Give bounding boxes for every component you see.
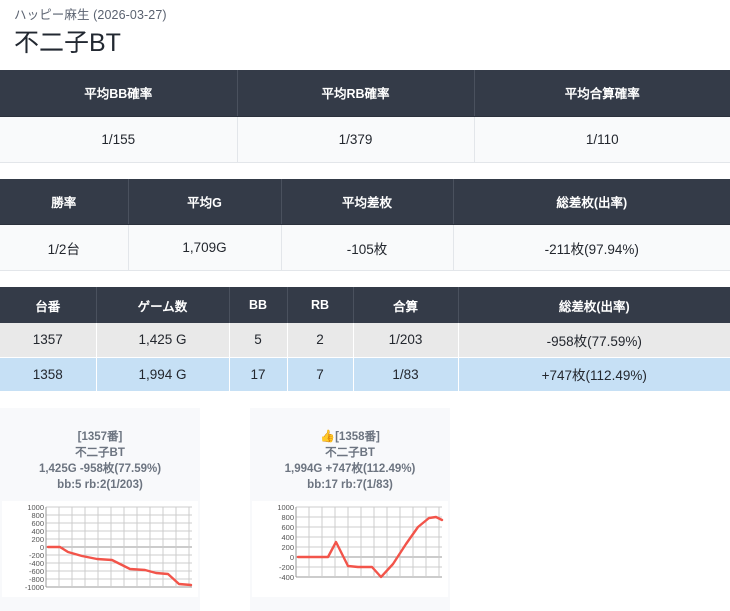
chart-line-1357 <box>46 545 193 587</box>
col-header-total-diff: 総差枚(出率) <box>453 178 730 225</box>
card-title-line-1358: 👍[1358番] <box>285 428 416 445</box>
table-header-row: 台番 ゲーム数 BB RB 合算 総差枚(出率) <box>0 287 730 323</box>
svg-text:-200: -200 <box>279 563 294 572</box>
svg-text:-600: -600 <box>29 567 44 576</box>
col-header-avg-rb-rate: 平均RB確率 <box>237 70 475 117</box>
page-header: ハッピー麻生 (2026-03-27) 不二子BT <box>0 0 730 70</box>
chart-container-1358[interactable]: 1000 800 600 400 200 0 -200 -400 <box>252 501 448 597</box>
table-header-row: 勝率 平均G 平均差枚 総差枚(出率) <box>0 178 730 225</box>
cell-combined: 1/203 <box>353 323 459 358</box>
svg-text:200: 200 <box>281 543 294 552</box>
chart-gridlines-1358 <box>295 506 442 578</box>
line-chart-1357: 1000 800 600 400 200 0 -200 -400 -600 -8… <box>25 503 193 592</box>
svg-text:0: 0 <box>290 553 294 562</box>
card-machine-no-1358: [1358番] <box>335 431 380 443</box>
table-row: 1/155 1/379 1/110 <box>0 116 730 163</box>
table-spacer <box>0 271 730 287</box>
cell-bb: 5 <box>229 323 288 358</box>
cell-machine-no: 1357 <box>0 323 97 358</box>
chart-card-list: [1357番] 不二子BT 1,425G -958枚(77.59%) bb:5 … <box>0 408 730 611</box>
svg-text:-800: -800 <box>29 575 44 584</box>
svg-text:400: 400 <box>281 533 294 542</box>
cell-machine-no: 1358 <box>0 357 97 392</box>
chart-card-1358[interactable]: 👍[1358番] 不二子BT 1,994G +747枚(112.49%) bb:… <box>250 408 450 611</box>
cell-avg-games: 1,709G <box>128 224 282 271</box>
chart-card-1357[interactable]: [1357番] 不二子BT 1,425G -958枚(77.59%) bb:5 … <box>0 408 200 611</box>
card-title-line-1357: [1357番] <box>39 428 161 445</box>
table-spacer <box>0 162 730 179</box>
summary-table-probability: 平均BB確率 平均RB確率 平均合算確率 1/155 1/379 1/110 <box>0 70 730 163</box>
svg-text:400: 400 <box>31 527 44 536</box>
svg-text:800: 800 <box>281 513 294 522</box>
line-chart-1358: 1000 800 600 400 200 0 -200 -400 <box>277 503 444 582</box>
cell-rb: 2 <box>287 323 354 358</box>
card-bonus-1357: bb:5 rb:2(1/203) <box>57 479 143 491</box>
svg-text:-1000: -1000 <box>25 583 44 592</box>
col-header-total-diff: 総差枚(出率) <box>458 287 730 323</box>
table-row: 1/2台 1,709G -105枚 -211枚(97.94%) <box>0 224 730 271</box>
chart-gridlines-1357 <box>45 506 192 588</box>
svg-text:-400: -400 <box>279 573 294 582</box>
cell-avg-bb-rate: 1/155 <box>0 116 238 163</box>
table-row[interactable]: 1357 1,425 G 5 2 1/203 -958枚(77.59%) <box>0 323 730 358</box>
chart-ytick-labels-1358: 1000 800 600 400 200 0 -200 -400 <box>277 503 294 582</box>
cell-bb: 17 <box>229 357 288 392</box>
card-stats-1358: 1,994G +747枚(112.49%) <box>284 463 416 475</box>
col-header-avg-bb-rate: 平均BB確率 <box>0 70 238 117</box>
col-header-bb: BB <box>229 287 288 323</box>
cell-games: 1,994 G <box>96 357 230 392</box>
chart-container-1357[interactable]: 1000 800 600 400 200 0 -200 -400 -600 -8… <box>2 501 198 597</box>
cell-avg-total-rate: 1/110 <box>474 116 730 163</box>
cell-rb: 7 <box>287 357 354 392</box>
chart-ytick-labels-1357: 1000 800 600 400 200 0 -200 -400 -600 -8… <box>25 503 44 592</box>
col-header-avg-total-rate: 平均合算確率 <box>474 70 730 117</box>
cell-avg-diff: -105枚 <box>281 224 454 271</box>
svg-text:-200: -200 <box>29 551 44 560</box>
svg-text:200: 200 <box>31 535 44 544</box>
cell-total-diff: -958枚(77.59%) <box>458 323 730 358</box>
cell-total-diff: +747枚(112.49%) <box>458 357 730 392</box>
col-header-avg-games: 平均G <box>128 178 282 225</box>
svg-text:-400: -400 <box>29 559 44 568</box>
cell-games: 1,425 G <box>96 323 230 358</box>
card-machine-name-1358: 不二子BT <box>325 447 375 459</box>
svg-text:0: 0 <box>40 543 44 552</box>
col-header-avg-diff: 平均差枚 <box>281 178 454 225</box>
chart-line-1358 <box>296 515 444 579</box>
cell-avg-rb-rate: 1/379 <box>237 116 475 163</box>
svg-text:600: 600 <box>281 523 294 532</box>
card-bonus-1358: bb:17 rb:7(1/83) <box>307 479 393 491</box>
venue-and-date: ハッピー麻生 (2026-03-27) <box>14 8 167 22</box>
cell-combined: 1/83 <box>353 357 459 392</box>
card-meta-1357: [1357番] 不二子BT 1,425G -958枚(77.59%) bb:5 … <box>39 428 161 493</box>
card-machine-no-1357: [1357番] <box>77 431 123 443</box>
col-header-games: ゲーム数 <box>96 287 230 323</box>
table-header-row: 平均BB確率 平均RB確率 平均合算確率 <box>0 70 730 117</box>
thumbs-up-icon: 👍 <box>320 429 336 443</box>
cell-win-rate: 1/2台 <box>0 224 129 271</box>
col-header-win-rate: 勝率 <box>0 178 129 225</box>
svg-text:1000: 1000 <box>27 503 44 512</box>
svg-text:800: 800 <box>31 511 44 520</box>
table-row[interactable]: 1358 1,994 G 17 7 1/83 +747枚(112.49%) <box>0 357 730 392</box>
card-meta-1358: 👍[1358番] 不二子BT 1,994G +747枚(112.49%) bb:… <box>285 428 416 493</box>
svg-text:1000: 1000 <box>277 503 294 512</box>
summary-table-performance: 勝率 平均G 平均差枚 総差枚(出率) 1/2台 1,709G -105枚 -2… <box>0 178 730 271</box>
card-machine-name-1357: 不二子BT <box>75 447 125 459</box>
col-header-combined: 合算 <box>353 287 459 323</box>
svg-text:600: 600 <box>31 519 44 528</box>
cell-total-diff: -211枚(97.94%) <box>453 224 730 271</box>
col-header-machine-no: 台番 <box>0 287 97 323</box>
col-header-rb: RB <box>287 287 354 323</box>
page-title: 不二子BT <box>14 29 121 57</box>
card-stats-1357: 1,425G -958枚(77.59%) <box>38 463 162 475</box>
machine-table: 台番 ゲーム数 BB RB 合算 総差枚(出率) 1357 1,425 G 5 … <box>0 287 730 392</box>
